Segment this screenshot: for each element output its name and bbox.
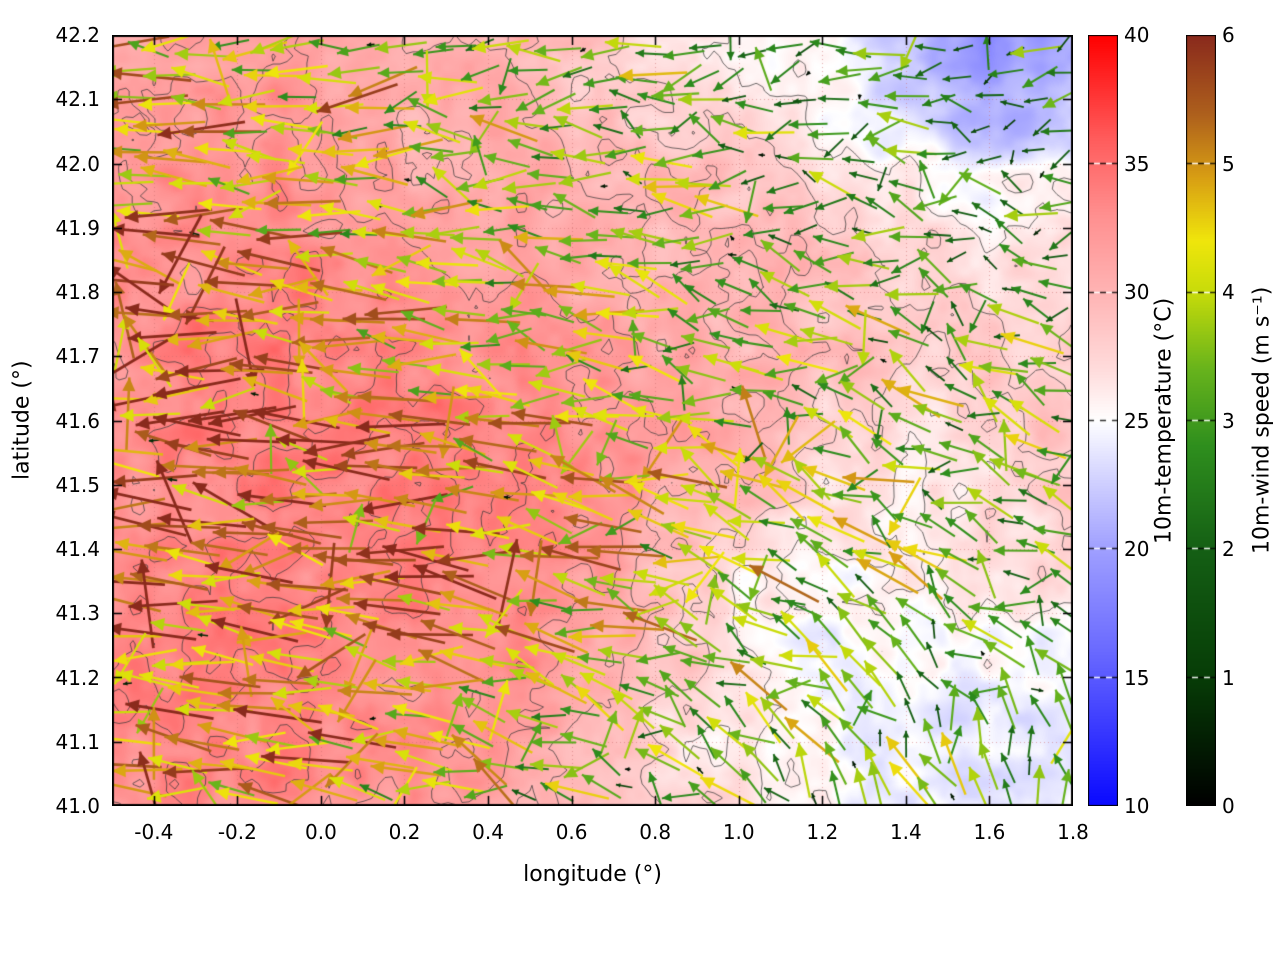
y-tick-label: 41.3 [55,601,100,626]
y-tick-label: 41.5 [55,472,100,497]
temperature-tick-label: 30 [1124,280,1150,304]
wind-tick-label: 5 [1222,151,1235,176]
y-tick-label: 41.0 [55,794,100,818]
wind-tick-label: 3 [1222,408,1235,433]
x-tick-label: 0.6 [555,820,588,844]
map-canvas [112,35,1073,806]
y-tick-label: 42.2 [55,23,100,47]
y-tick-label: 42.0 [55,151,100,176]
wind-colorbar [1186,35,1216,806]
x-tick-label: 0.0 [305,820,337,844]
temperature-tick-label: 10 [1124,794,1150,818]
x-tick-label: 1.2 [806,820,839,844]
x-tick-label: -0.2 [217,820,257,844]
x-tick-label: 1.0 [722,820,755,844]
x-tick-label: 0.8 [639,820,672,844]
x-tick-label: 0.2 [388,820,421,844]
x-axis-label: longitude (°) [523,862,662,887]
y-axis-label: latitude (°) [9,360,35,481]
y-tick-label: 41.4 [55,537,100,561]
y-tick-label: 41.9 [55,215,100,240]
wind-tick-label: 6 [1222,23,1235,47]
wind-tick-label: 0 [1222,794,1235,818]
y-tick-label: 42.1 [55,87,100,112]
temperature-colorbar-label: 10m-temperature (°C) [1151,297,1177,544]
wind-tick-label: 4 [1222,280,1235,304]
wind-colorbar-label: 10m-wind speed (m s⁻¹) [1249,286,1275,555]
y-tick-label: 41.6 [55,408,100,433]
temperature-tick-label: 40 [1124,23,1150,47]
y-tick-label: 41.1 [55,729,100,754]
x-tick-label: 1.4 [889,820,922,844]
y-tick-label: 41.8 [55,280,100,304]
x-tick-label: -0.4 [134,820,174,844]
wind-tick-label: 1 [1222,665,1235,690]
temperature-tick-label: 20 [1124,537,1150,561]
x-tick-label: 0.4 [472,820,504,844]
temperature-tick-label: 25 [1124,408,1150,433]
temperature-colorbar [1088,35,1118,806]
temperature-tick-label: 35 [1124,151,1150,176]
y-tick-label: 41.2 [55,665,100,690]
x-tick-label: 1.8 [1057,820,1089,844]
wind-tick-label: 2 [1222,537,1235,561]
temperature-tick-label: 15 [1124,665,1150,690]
y-tick-label: 41.7 [55,344,100,369]
x-tick-label: 1.6 [973,820,1006,844]
